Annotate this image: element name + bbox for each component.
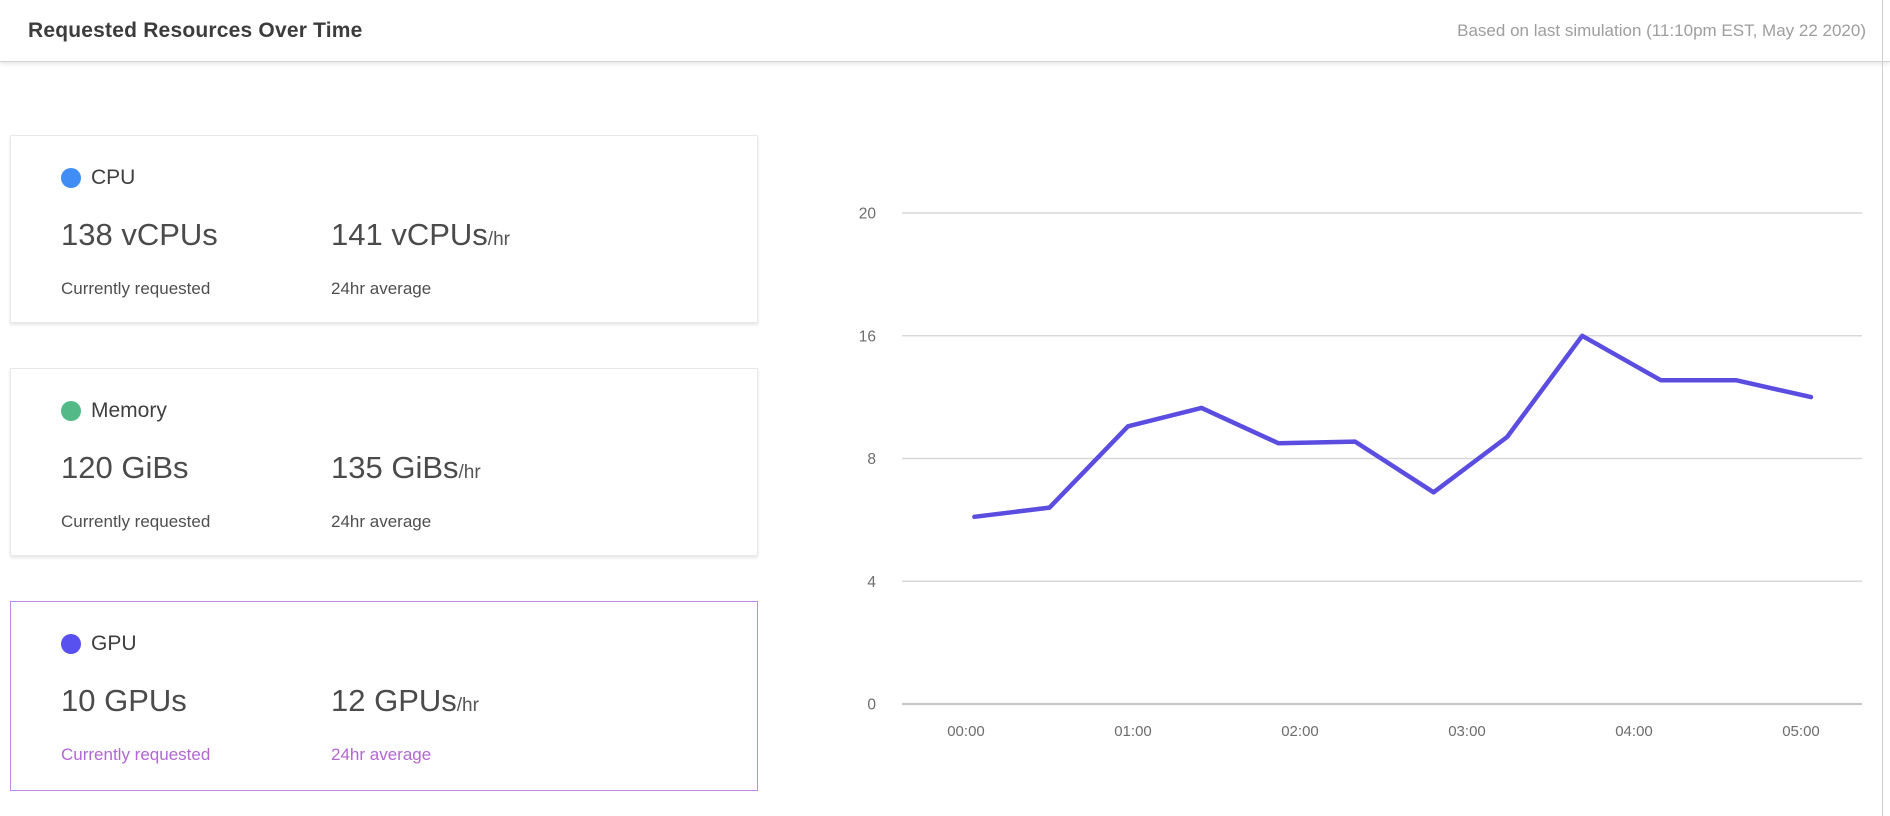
x-tick-label: 01:00 [1114, 723, 1152, 740]
y-tick-label: 20 [859, 206, 877, 223]
average-stat: 141 vCPUs/hr 24hr average [331, 215, 715, 300]
x-tick-label: 00:00 [947, 723, 985, 740]
right-edge-divider [1882, 0, 1883, 816]
card-label-row: Memory [61, 399, 715, 423]
value-unit-suffix: /hr [458, 462, 481, 483]
current-caption: Currently requested [61, 279, 211, 298]
y-tick-label: 16 [859, 328, 876, 345]
card-stats: 10 GPUs Currently requested 12 GPUs/hr 2… [61, 681, 715, 766]
current-value: 138 vCPUs [61, 217, 218, 252]
card-label-row: CPU [61, 166, 715, 190]
resource-card-memory[interactable]: Memory 120 GiBs Currently requested 135 … [10, 368, 758, 556]
value-unit-suffix: /hr [487, 229, 510, 250]
current-caption: Currently requested [61, 745, 211, 764]
x-tick-label: 04:00 [1615, 723, 1653, 740]
memory-legend-dot-icon [61, 401, 81, 421]
page-title: Requested Resources Over Time [28, 18, 363, 42]
resource-card-cpu[interactable]: CPU 138 vCPUs Currently requested 141 vC… [10, 135, 758, 323]
card-stats: 138 vCPUs Currently requested 141 vCPUs/… [61, 215, 715, 300]
card-label-row: GPU [61, 632, 715, 656]
average-value: 141 vCPUs/hr [331, 217, 510, 252]
average-stat: 12 GPUs/hr 24hr average [331, 681, 715, 766]
average-stat: 135 GiBs/hr 24hr average [331, 448, 715, 533]
simulation-timestamp: Based on last simulation (11:10pm EST, M… [1457, 20, 1866, 40]
cpu-legend-dot-icon [61, 168, 81, 188]
resource-card-gpu[interactable]: GPU 10 GPUs Currently requested 12 GPUs/… [10, 601, 758, 791]
resource-card-label: Memory [91, 399, 167, 422]
resource-card-label: GPU [91, 632, 137, 655]
card-stats: 120 GiBs Currently requested 135 GiBs/hr… [61, 448, 715, 533]
x-tick-label: 05:00 [1782, 723, 1820, 740]
panel-header: Requested Resources Over Time Based on l… [0, 0, 1890, 62]
current-stat: 120 GiBs Currently requested [61, 448, 331, 533]
average-caption: 24hr average [331, 279, 432, 298]
average-value: 12 GPUs/hr [331, 683, 479, 718]
average-caption: 24hr average [331, 745, 432, 764]
average-caption: 24hr average [331, 512, 432, 531]
y-tick-label: 4 [867, 574, 876, 591]
current-value: 10 GPUs [61, 683, 187, 718]
current-caption: Currently requested [61, 512, 211, 531]
gpu-legend-dot-icon [61, 634, 81, 654]
average-value: 135 GiBs/hr [331, 450, 481, 485]
current-stat: 138 vCPUs Currently requested [61, 215, 331, 300]
current-value: 120 GiBs [61, 450, 189, 485]
resource-card-label: CPU [91, 166, 136, 189]
current-stat: 10 GPUs Currently requested [61, 681, 331, 766]
x-tick-label: 02:00 [1281, 723, 1319, 740]
x-tick-label: 03:00 [1448, 723, 1486, 740]
y-tick-label: 8 [867, 451, 876, 468]
series-line-gpu-requested [972, 333, 1814, 520]
value-unit-suffix: /hr [456, 695, 479, 716]
y-tick-label: 0 [867, 697, 876, 714]
